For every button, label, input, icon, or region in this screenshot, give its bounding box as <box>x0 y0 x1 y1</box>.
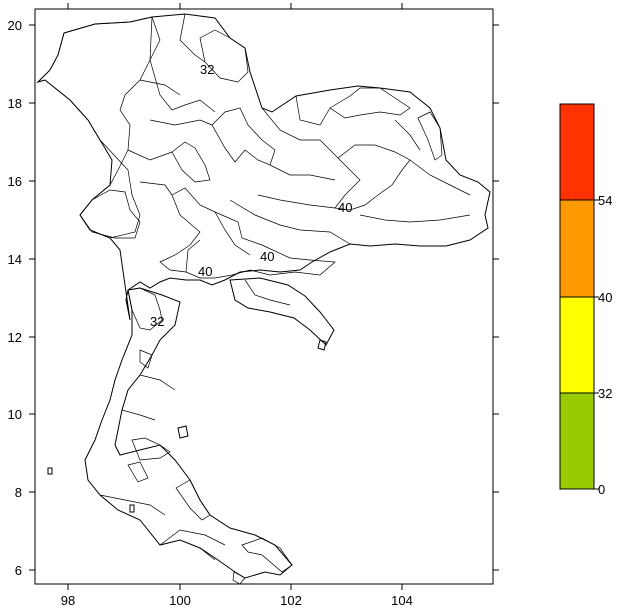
colorbar-label: 0 <box>598 482 605 497</box>
orange-zone-northeast-2 <box>417 111 443 161</box>
colorbar-label: 32 <box>598 386 612 401</box>
contour-label: 32 <box>150 314 164 329</box>
orange-zone-south-2 <box>127 461 149 483</box>
x-tick-label: 98 <box>61 593 75 608</box>
orange-zone-northeast-1 <box>329 87 411 119</box>
land-region <box>229 277 335 346</box>
colorbar-bin-red <box>559 103 595 201</box>
y-tick-label: 6 <box>15 563 22 578</box>
green-zone-nan <box>211 107 276 166</box>
green-zone-ranong <box>139 349 153 369</box>
y-tick-label: 18 <box>8 96 22 111</box>
orange-zones <box>127 87 443 573</box>
islands <box>47 339 327 513</box>
colorbar-bin-orange <box>559 199 595 298</box>
colorbar-label: 40 <box>598 290 612 305</box>
contour-label: 32 <box>200 62 214 77</box>
y-tick-label: 20 <box>8 18 22 33</box>
contour-label: 40 <box>260 249 274 264</box>
colorbar-bin-green <box>559 392 595 490</box>
orange-zone-south-4 <box>241 537 293 573</box>
land-region <box>84 287 293 579</box>
orange-zone-south-3 <box>175 479 211 521</box>
y-axis: 20 18 16 14 12 10 8 6 <box>8 18 499 578</box>
y-tick-label: 14 <box>8 252 22 267</box>
orange-zone-northeast-3 <box>334 144 411 211</box>
colorbar-label: 54 <box>598 193 612 208</box>
x-axis: 98 100 102 104 <box>61 3 413 608</box>
x-tick-label: 104 <box>391 593 413 608</box>
y-tick-label: 16 <box>8 174 22 189</box>
colorbar-bin-yellow <box>559 296 595 394</box>
orange-zone-south-1 <box>131 437 171 461</box>
green-zone-west <box>79 189 141 239</box>
province-boundaries <box>99 13 471 561</box>
contour-label: 40 <box>338 200 352 215</box>
green-zone-kanchanaburi <box>127 287 163 331</box>
green-zone-north-center <box>199 29 249 83</box>
y-tick-label: 8 <box>15 485 22 500</box>
colorbar: 54 40 32 0 <box>559 103 612 497</box>
x-tick-label: 100 <box>169 593 191 608</box>
green-zone-south-tip <box>232 571 246 585</box>
contour-labels: 32 40 40 40 32 <box>150 62 352 329</box>
y-tick-label: 12 <box>8 330 22 345</box>
green-zones <box>36 16 276 585</box>
map-frame <box>34 8 494 585</box>
x-tick-label: 102 <box>280 593 302 608</box>
orange-zone-central <box>159 187 336 279</box>
contour-label: 40 <box>198 264 212 279</box>
y-tick-label: 10 <box>8 407 22 422</box>
orange-zone-north-central <box>171 141 211 183</box>
